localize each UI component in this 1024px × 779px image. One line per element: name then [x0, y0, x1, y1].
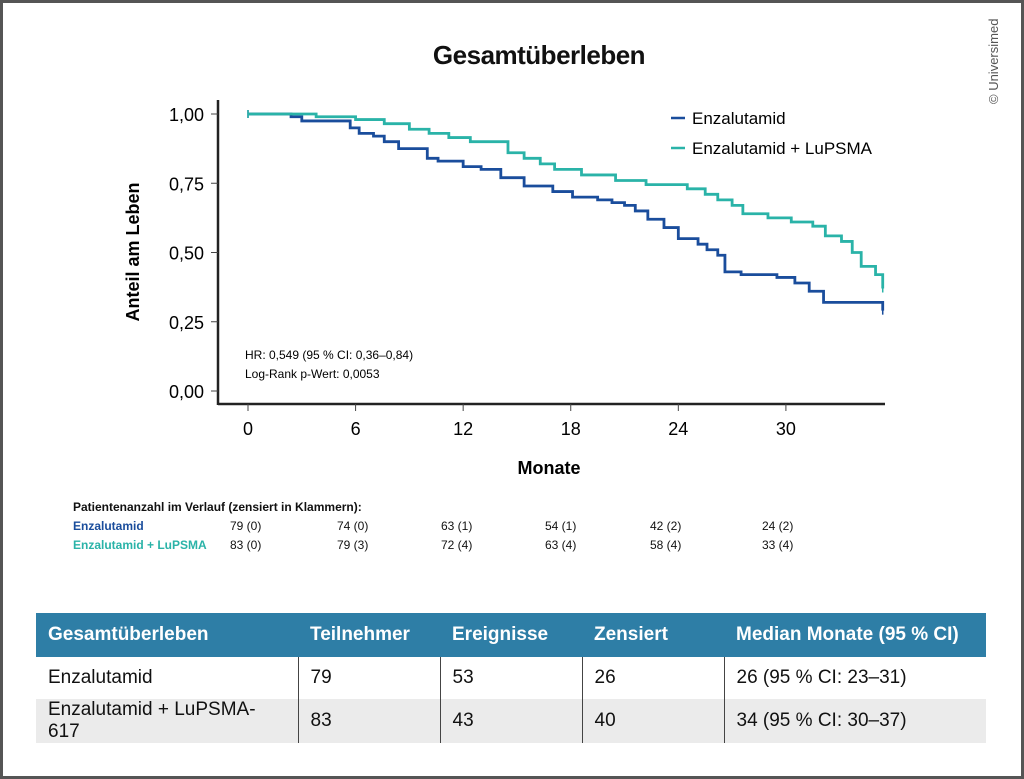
risk-value: 58 (4) — [650, 538, 682, 552]
risk-value: 63 (1) — [441, 519, 473, 533]
risk-value: 72 (4) — [441, 538, 473, 552]
survival-curve-lupsma — [248, 112, 885, 289]
risk-value: 54 (1) — [545, 519, 577, 533]
y-tick-label: 0,75 — [169, 174, 204, 194]
col-header: Teilnehmer — [298, 613, 440, 657]
table-cell: 53 — [439, 657, 582, 699]
table-row: Enzalutamid 79 53 26 26 (95 % CI: 23–31) — [36, 657, 986, 699]
x-tick-label: 30 — [776, 419, 796, 439]
table-cell: Enzalutamid + LuPSMA-617 — [36, 699, 298, 743]
y-tick-label: 1,00 — [169, 105, 204, 125]
risk-value: 83 (0) — [230, 538, 262, 552]
x-tick-label: 24 — [668, 419, 688, 439]
legend-label-lupsma: Enzalutamid + LuPSMA — [692, 139, 873, 158]
y-axis-label: Anteil am Leben — [123, 182, 143, 321]
risk-value: 74 (0) — [337, 519, 369, 533]
risk-value: 33 (4) — [762, 538, 794, 552]
risk-value: 79 (3) — [337, 538, 369, 552]
x-tick-label: 18 — [561, 419, 581, 439]
legend-label-enzalutamid: Enzalutamid — [692, 109, 786, 128]
pvalue-annotation: Log-Rank p-Wert: 0,0053 — [245, 367, 380, 381]
risk-row-label-lupsma: Enzalutamid + LuPSMA — [73, 538, 207, 552]
table-cell: 43 — [439, 699, 582, 743]
table-cell: 40 — [581, 699, 724, 743]
table-cell: 26 (95 % CI: 23–31) — [723, 657, 986, 699]
risk-value: 79 (0) — [230, 519, 262, 533]
chart-title: Gesamtüberleben — [432, 40, 646, 70]
risk-value: 63 (4) — [545, 538, 577, 552]
col-header: Gesamtüberleben — [36, 613, 298, 657]
table-cell: 26 — [581, 657, 724, 699]
col-header: Zensiert — [582, 613, 724, 657]
table-cell: 83 — [297, 699, 440, 743]
risk-row-label-enzalutamid: Enzalutamid — [73, 519, 144, 533]
y-tick-label: 0,25 — [169, 313, 204, 333]
table-row: Enzalutamid + LuPSMA-617 83 43 40 34 (95… — [36, 699, 986, 743]
y-tick-label: 0,00 — [169, 382, 204, 402]
table-cell: 79 — [297, 657, 440, 699]
risk-table-title: Patientenanzahl im Verlauf (zensiert in … — [73, 500, 362, 514]
hr-annotation: HR: 0,549 (95 % CI: 0,36–0,84) — [245, 348, 413, 362]
y-tick-label: 0,50 — [169, 244, 204, 264]
table-cell: 34 (95 % CI: 30–37) — [723, 699, 986, 743]
table-cell: Enzalutamid — [48, 667, 153, 688]
col-header: Median Monate (95 % CI) — [724, 613, 986, 657]
summary-table: Gesamtüberleben Teilnehmer Ereignisse Ze… — [36, 613, 986, 743]
col-header: Ereignisse — [440, 613, 582, 657]
x-axis-label: Monate — [518, 458, 581, 478]
x-tick-label: 12 — [453, 419, 473, 439]
risk-value: 24 (2) — [762, 519, 794, 533]
survival-curve-enzalutamid — [248, 112, 885, 311]
legend: Enzalutamid Enzalutamid + LuPSMA — [671, 109, 873, 158]
x-tick-label: 6 — [351, 419, 361, 439]
x-tick-label: 0 — [243, 419, 253, 439]
risk-value: 42 (2) — [650, 519, 682, 533]
